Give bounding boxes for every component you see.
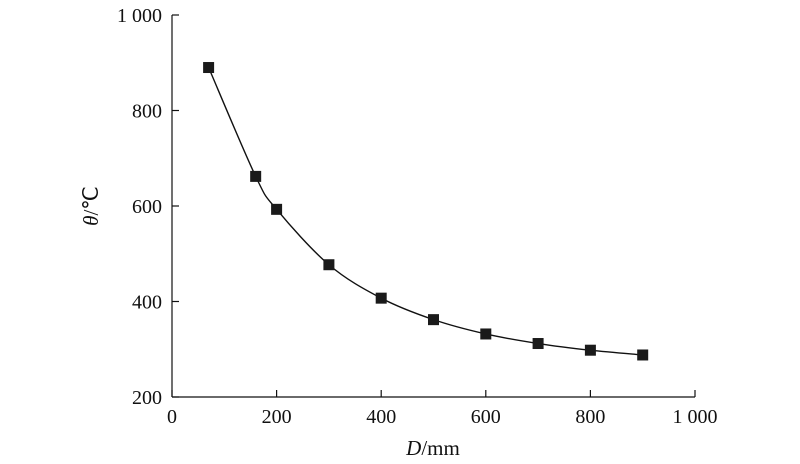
y-tick-label: 1 000 (117, 5, 162, 27)
y-axis-var: θ (79, 216, 103, 226)
data-point-marker (250, 170, 262, 182)
y-tick-label: 200 (132, 387, 162, 409)
data-point-marker (203, 62, 215, 74)
y-tick-label: 400 (132, 292, 162, 314)
data-point-marker (428, 314, 439, 326)
data-point-marker (271, 203, 283, 215)
x-axis-title: D/mm (405, 436, 460, 460)
x-tick-label: 600 (471, 406, 501, 428)
x-axis-ticks: 0 200 400 600 800 1 000 (167, 390, 718, 428)
x-axis-var: D (405, 436, 421, 460)
x-tick-label: 0 (167, 406, 177, 428)
data-point-marker (532, 338, 544, 350)
y-axis-ticks: 200 400 600 800 1 000 (117, 5, 179, 409)
data-point-marker (480, 328, 492, 340)
y-tick-label: 800 (132, 101, 162, 123)
data-series (203, 62, 649, 361)
y-axis-unit: /℃ (79, 186, 103, 215)
data-point-marker (323, 259, 335, 271)
data-point-marker (584, 344, 596, 356)
data-point-marker (637, 349, 649, 361)
x-tick-label: 1 000 (673, 406, 718, 428)
x-tick-label: 800 (575, 406, 605, 428)
data-point-marker (375, 292, 387, 304)
series-line (207, 67, 643, 356)
x-axis-unit: /mm (421, 436, 460, 460)
y-axis-title: θ/℃ (79, 186, 103, 226)
y-tick-label: 600 (132, 196, 162, 218)
x-tick-label: 200 (262, 406, 292, 428)
x-tick-label: 400 (366, 406, 396, 428)
